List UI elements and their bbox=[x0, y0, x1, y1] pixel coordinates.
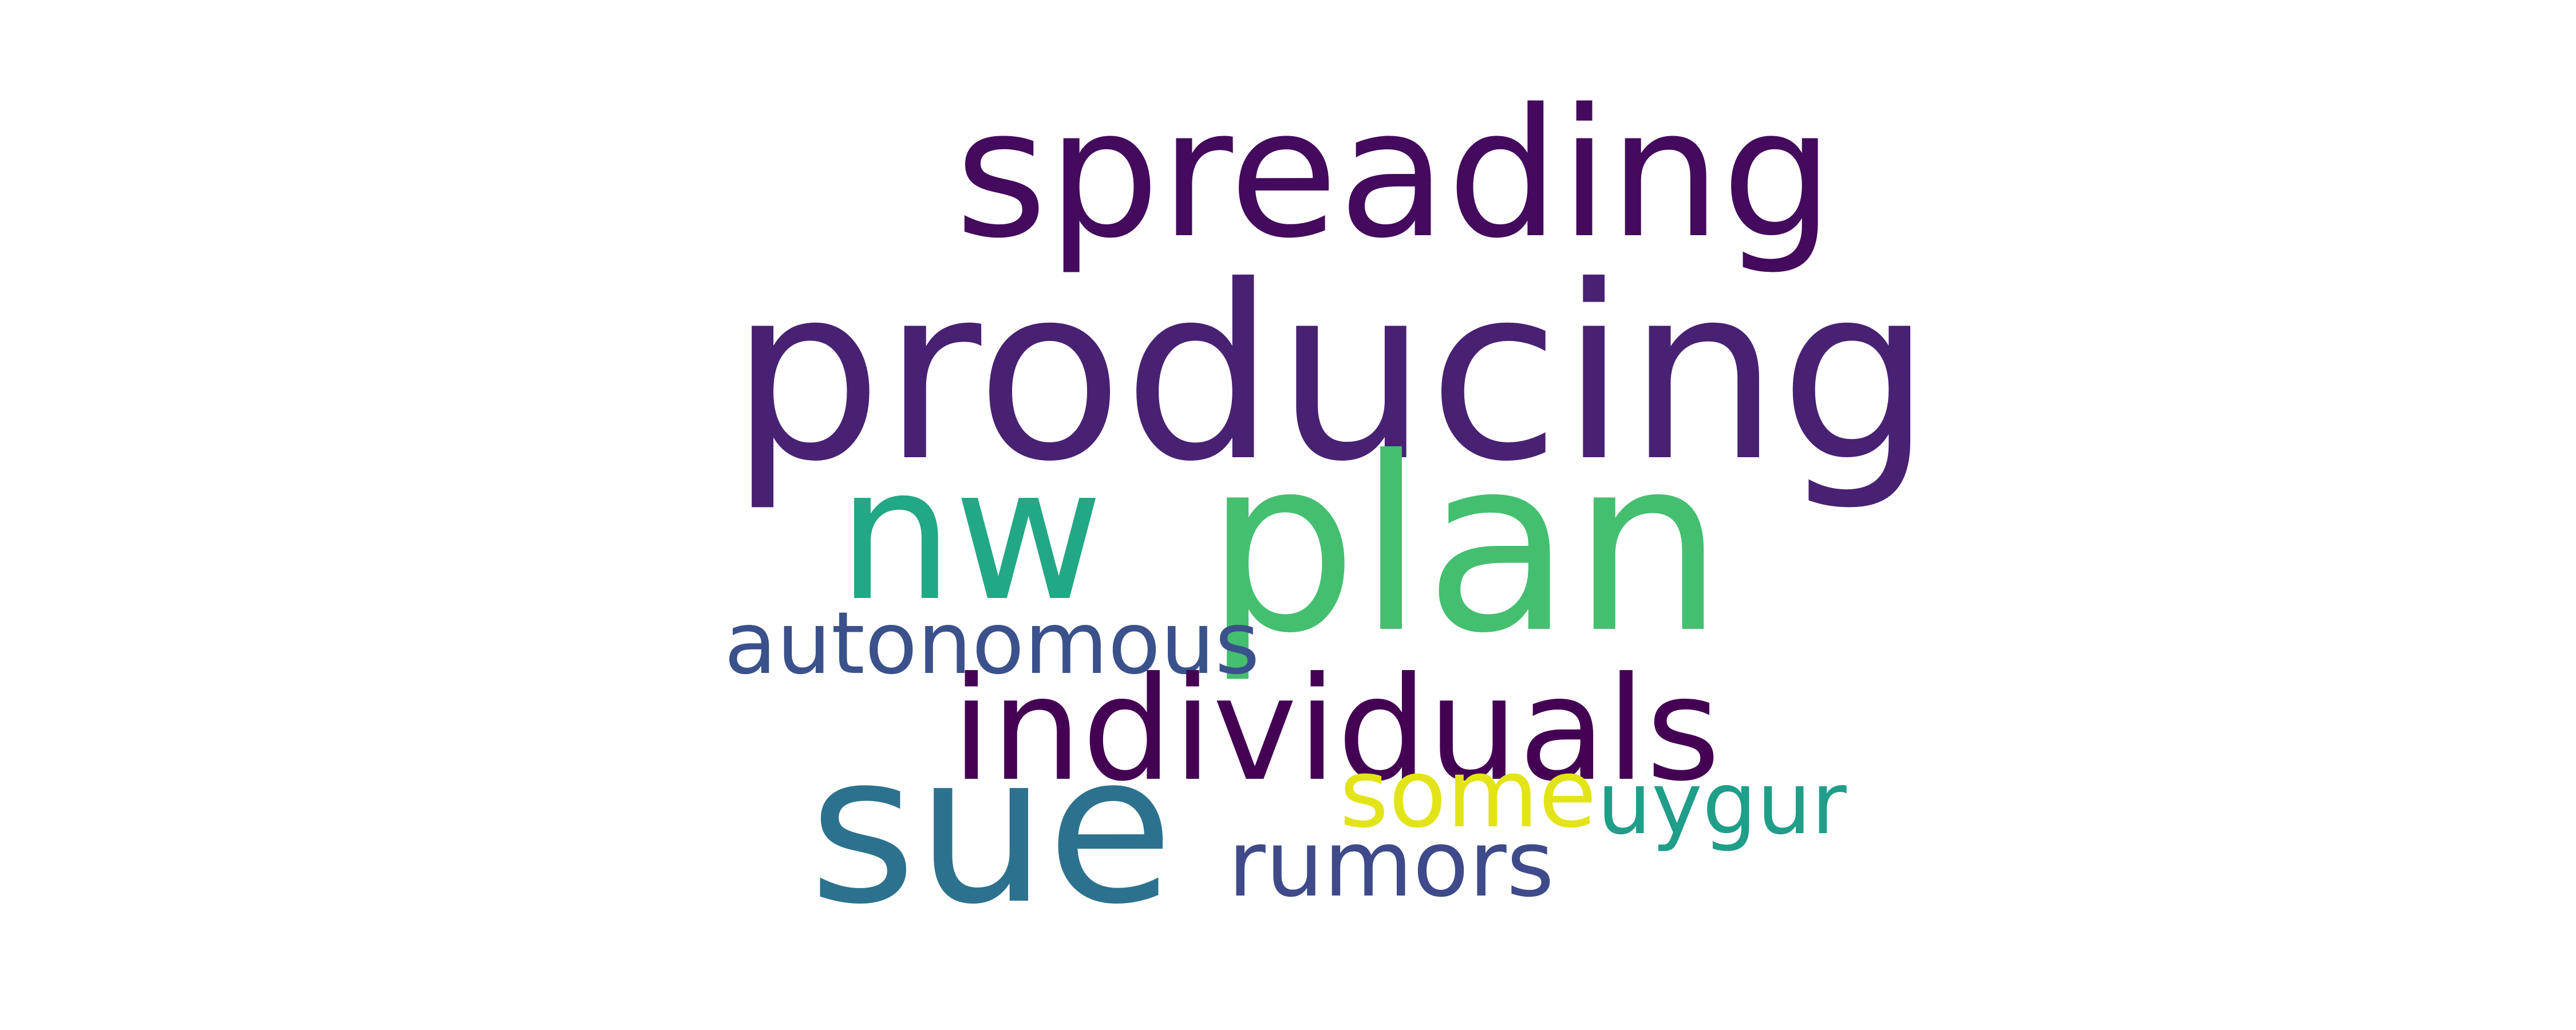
word-spreading: spreading bbox=[955, 71, 1834, 278]
word-plan: plan bbox=[1205, 406, 1724, 686]
word-rumors: rumors bbox=[1228, 810, 1555, 917]
word-uygur: uygur bbox=[1597, 754, 1847, 854]
word-producing: producing bbox=[730, 235, 1933, 514]
word-individuals: individuals bbox=[951, 646, 1721, 813]
word-nw: nw bbox=[837, 429, 1104, 641]
word-sue: sue bbox=[809, 710, 1174, 949]
word-some: some bbox=[1340, 739, 1597, 849]
word-autonomous: autonomous bbox=[724, 594, 1260, 694]
